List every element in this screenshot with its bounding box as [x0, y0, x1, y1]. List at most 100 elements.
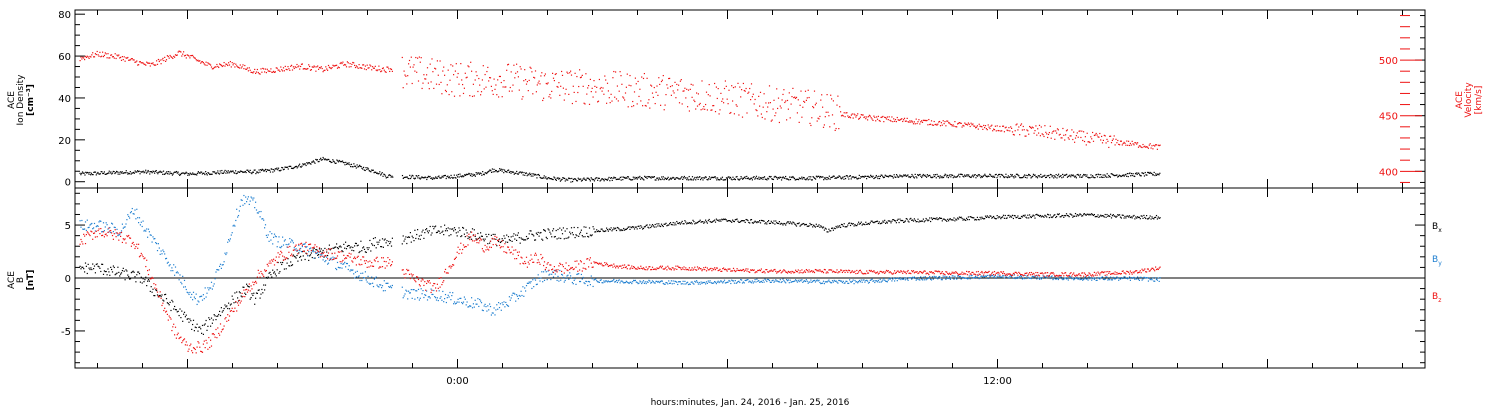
- data-point: [1026, 217, 1028, 219]
- data-point: [221, 264, 223, 266]
- data-point: [755, 175, 758, 177]
- data-point: [1052, 216, 1054, 218]
- data-point: [1073, 131, 1075, 133]
- data-point: [169, 171, 171, 173]
- data-point: [1122, 174, 1124, 176]
- data-point: [1078, 214, 1080, 216]
- data-point: [1082, 175, 1084, 177]
- data-point: [669, 77, 671, 80]
- data-point: [822, 106, 824, 108]
- data-point: [1011, 174, 1014, 176]
- data-point: [892, 219, 894, 221]
- data-point: [288, 243, 290, 245]
- data-point: [294, 249, 296, 251]
- data-point: [596, 86, 598, 88]
- data-point: [925, 279, 927, 281]
- data-point: [682, 177, 685, 179]
- data-point: [462, 226, 464, 229]
- data-point: [918, 221, 920, 223]
- data-point: [194, 297, 196, 300]
- data-point: [757, 280, 759, 282]
- data-point: [568, 278, 570, 280]
- data-point: [731, 85, 733, 87]
- data-point: [1121, 174, 1124, 177]
- data-point: [512, 235, 514, 237]
- data-point: [653, 176, 655, 178]
- data-point: [800, 280, 802, 282]
- data-point: [1142, 217, 1144, 219]
- data-point: [577, 177, 579, 179]
- data-point: [234, 66, 236, 68]
- data-point: [626, 73, 628, 75]
- data-point: [233, 224, 235, 226]
- data-point: [314, 162, 316, 164]
- data-point: [192, 319, 195, 321]
- data-point: [741, 220, 743, 222]
- data-point: [120, 273, 122, 275]
- data-point: [839, 106, 841, 108]
- data-point: [879, 120, 881, 122]
- data-point: [1151, 145, 1153, 147]
- data-point: [581, 74, 583, 76]
- data-point: [1141, 146, 1143, 149]
- data-point: [1023, 129, 1025, 131]
- data-point: [693, 99, 695, 101]
- data-point: [471, 175, 473, 177]
- data-point: [809, 178, 811, 180]
- data-point: [607, 280, 609, 282]
- data-point: [420, 288, 422, 290]
- data-point: [507, 305, 509, 307]
- data-point: [643, 282, 645, 284]
- data-point: [151, 291, 153, 293]
- data-point: [754, 220, 756, 222]
- data-point: [616, 281, 618, 284]
- data-point: [423, 74, 425, 76]
- data-point: [443, 175, 445, 177]
- data-point: [673, 224, 675, 226]
- data-point: [465, 174, 467, 177]
- data-point: [661, 176, 663, 178]
- data-point: [628, 226, 630, 228]
- data-point: [825, 228, 827, 230]
- data-point: [576, 273, 578, 276]
- data-point: [476, 239, 478, 241]
- data-point: [879, 175, 881, 178]
- data-point: [336, 159, 338, 161]
- data-point: [356, 164, 358, 166]
- data-point: [201, 295, 203, 297]
- data-point: [984, 218, 986, 220]
- data-point: [980, 125, 982, 128]
- data-point: [382, 246, 384, 248]
- data-point: [828, 228, 830, 230]
- data-point: [309, 254, 312, 256]
- data-point: [822, 280, 825, 282]
- data-point: [354, 165, 357, 167]
- data-point: [87, 263, 89, 265]
- data-point: [357, 67, 359, 69]
- data-point: [523, 171, 525, 174]
- data-point: [845, 175, 847, 177]
- data-point: [493, 168, 495, 171]
- data-point: [786, 280, 789, 282]
- data-point: [1003, 176, 1005, 179]
- data-point: [148, 62, 150, 64]
- data-point: [1083, 213, 1085, 215]
- data-point: [351, 63, 353, 65]
- data-point: [695, 108, 697, 110]
- data-point: [1044, 276, 1046, 278]
- data-point: [463, 233, 465, 235]
- data-point: [874, 281, 876, 284]
- data-point: [1083, 173, 1085, 176]
- data-point: [444, 293, 447, 296]
- data-point: [496, 245, 498, 247]
- data-point: [345, 161, 347, 164]
- data-point: [700, 281, 702, 283]
- data-point: [598, 230, 600, 233]
- data-point: [210, 287, 212, 289]
- data-point: [140, 221, 142, 223]
- data-point: [578, 178, 580, 181]
- data-point: [525, 79, 527, 81]
- data-point: [1030, 127, 1032, 129]
- data-point: [606, 227, 608, 229]
- data-point: [1105, 216, 1107, 218]
